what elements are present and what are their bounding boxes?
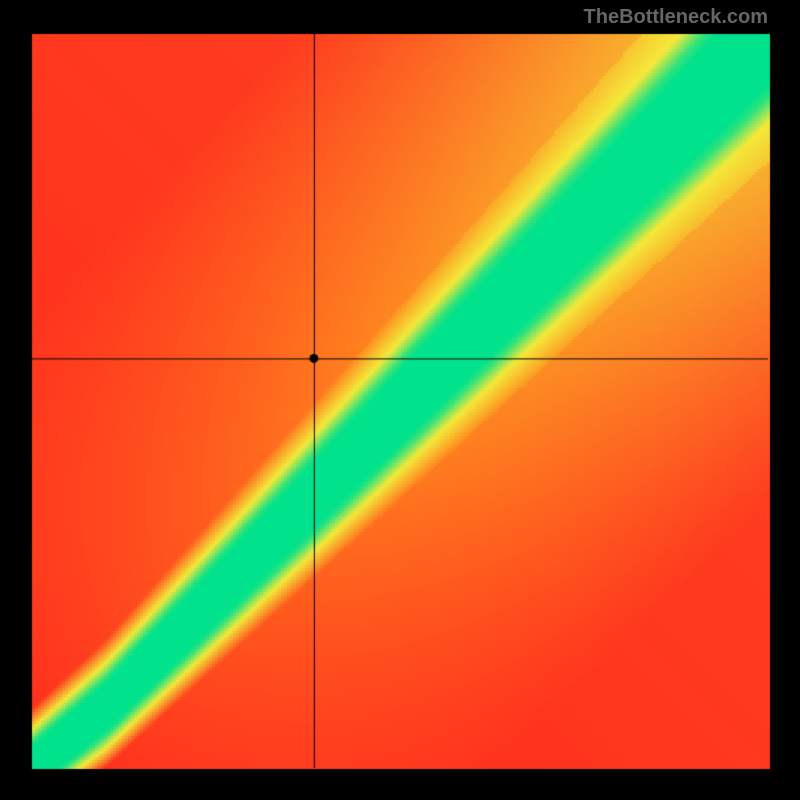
watermark-text: TheBottleneck.com <box>584 6 768 29</box>
bottleneck-heatmap <box>0 0 800 800</box>
chart-container: TheBottleneck.com <box>0 0 800 800</box>
